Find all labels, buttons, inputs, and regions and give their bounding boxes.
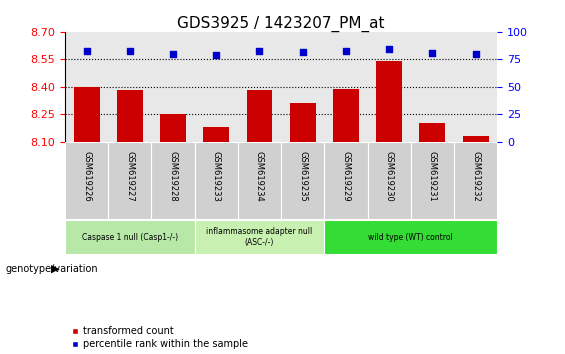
- Point: [428, 50, 437, 56]
- Bar: [65, 220, 194, 254]
- Text: ▶: ▶: [51, 264, 59, 274]
- Point: [168, 51, 177, 57]
- Text: GSM619228: GSM619228: [168, 151, 177, 202]
- Bar: [281, 142, 324, 219]
- Text: GSM619235: GSM619235: [298, 151, 307, 202]
- Bar: [73, 87, 99, 142]
- Bar: [151, 142, 194, 219]
- Bar: [290, 103, 316, 142]
- Title: GDS3925 / 1423207_PM_at: GDS3925 / 1423207_PM_at: [177, 16, 385, 32]
- Bar: [160, 114, 186, 142]
- Legend: transformed count, percentile rank within the sample: transformed count, percentile rank withi…: [70, 326, 249, 349]
- Text: GSM619234: GSM619234: [255, 151, 264, 202]
- Text: GSM619230: GSM619230: [385, 151, 394, 202]
- Bar: [203, 127, 229, 142]
- Bar: [333, 88, 359, 142]
- Point: [82, 48, 91, 53]
- Point: [341, 48, 350, 53]
- Point: [212, 52, 221, 58]
- Bar: [117, 90, 143, 142]
- Bar: [108, 142, 151, 219]
- Text: Caspase 1 null (Casp1-/-): Caspase 1 null (Casp1-/-): [82, 233, 178, 242]
- Point: [255, 48, 264, 53]
- Text: GSM619233: GSM619233: [212, 151, 221, 202]
- Bar: [367, 142, 411, 219]
- Point: [385, 47, 394, 52]
- Text: wild type (WT) control: wild type (WT) control: [368, 233, 453, 242]
- Point: [125, 48, 134, 53]
- Bar: [194, 220, 324, 254]
- Bar: [246, 90, 272, 142]
- Bar: [65, 142, 108, 219]
- Bar: [454, 142, 497, 219]
- Text: GSM619229: GSM619229: [341, 151, 350, 201]
- Bar: [419, 123, 445, 142]
- Bar: [324, 220, 497, 254]
- Text: inflammasome adapter null
(ASC-/-): inflammasome adapter null (ASC-/-): [206, 228, 312, 247]
- Point: [471, 51, 480, 57]
- Text: GSM619232: GSM619232: [471, 151, 480, 202]
- Bar: [238, 142, 281, 219]
- Bar: [324, 142, 368, 219]
- Bar: [194, 142, 238, 219]
- Bar: [411, 142, 454, 219]
- Text: GSM619231: GSM619231: [428, 151, 437, 202]
- Text: GSM619227: GSM619227: [125, 151, 134, 202]
- Text: GSM619226: GSM619226: [82, 151, 91, 202]
- Bar: [463, 136, 489, 142]
- Point: [298, 49, 307, 55]
- Text: genotype/variation: genotype/variation: [6, 264, 98, 274]
- Bar: [376, 61, 402, 142]
